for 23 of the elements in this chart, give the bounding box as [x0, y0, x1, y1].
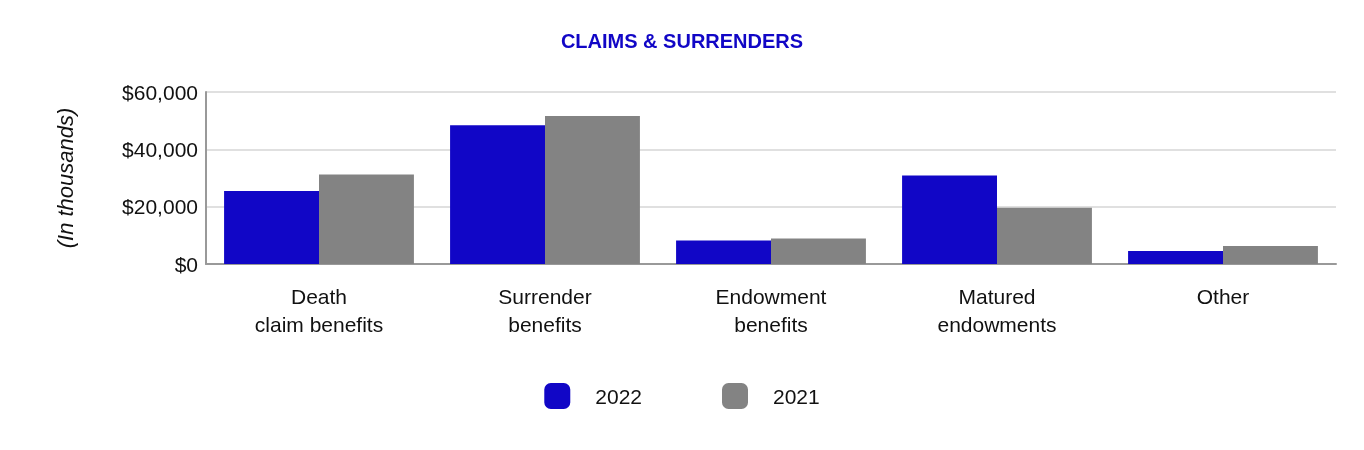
- x-tick-label: Matured endowments: [937, 284, 1057, 336]
- chart-title: CLAIMS & SURRENDERS: [560, 30, 804, 52]
- bar: [997, 207, 1092, 264]
- x-tick-label: Other: [1196, 284, 1250, 308]
- y-tick-label: $40,000: [122, 137, 198, 161]
- bar: [450, 125, 545, 264]
- bar: [319, 174, 414, 264]
- bar: [1128, 251, 1223, 264]
- legend-label: 2021: [773, 384, 820, 408]
- y-tick-label: $60,000: [122, 80, 198, 104]
- x-tick-label: Surrender benefits: [498, 284, 592, 336]
- y-tick-label: $0: [174, 252, 198, 276]
- x-tick-label: Endowment benefits: [715, 284, 827, 336]
- bar: [545, 116, 640, 264]
- bar: [224, 190, 319, 264]
- y-axis-title: (In thousands): [52, 107, 78, 249]
- bar: [771, 238, 866, 264]
- bar: [676, 240, 771, 264]
- x-tick-label: Death claim benefits: [254, 284, 384, 336]
- y-tick-label: $20,000: [122, 195, 198, 219]
- bar: [1223, 245, 1318, 264]
- bar: [902, 175, 997, 264]
- legend-label: 2022: [595, 384, 642, 408]
